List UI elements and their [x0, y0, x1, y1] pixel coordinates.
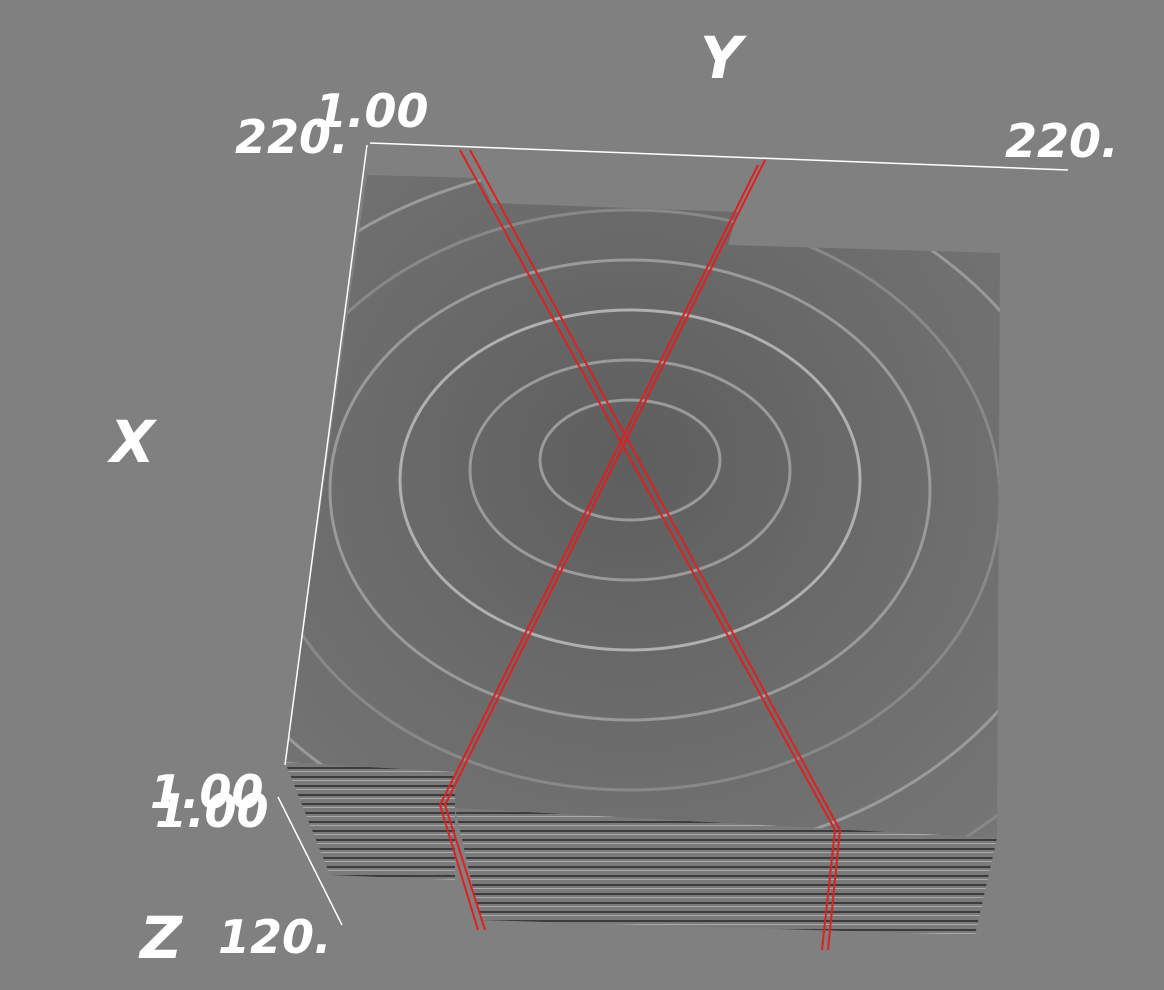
- volume: [285, 149, 1000, 951]
- axis-label: Z: [138, 904, 183, 972]
- tick-label: 1.00: [315, 84, 429, 138]
- tick-label: 220.: [235, 110, 349, 164]
- tick-label: 1.00: [150, 765, 264, 819]
- rings: [285, 175, 1000, 838]
- side-left: [285, 762, 455, 880]
- axis-label: X: [107, 408, 158, 476]
- slice-planes: [438, 149, 842, 951]
- top-face: [285, 175, 1000, 838]
- tick-label: 220.: [1005, 114, 1119, 168]
- side-right: [455, 808, 997, 935]
- tick-label: 120.: [218, 910, 332, 964]
- axis-lines: [277, 142, 1069, 926]
- tick-label: 1.00: [155, 784, 269, 838]
- axis-label: Y: [700, 24, 747, 92]
